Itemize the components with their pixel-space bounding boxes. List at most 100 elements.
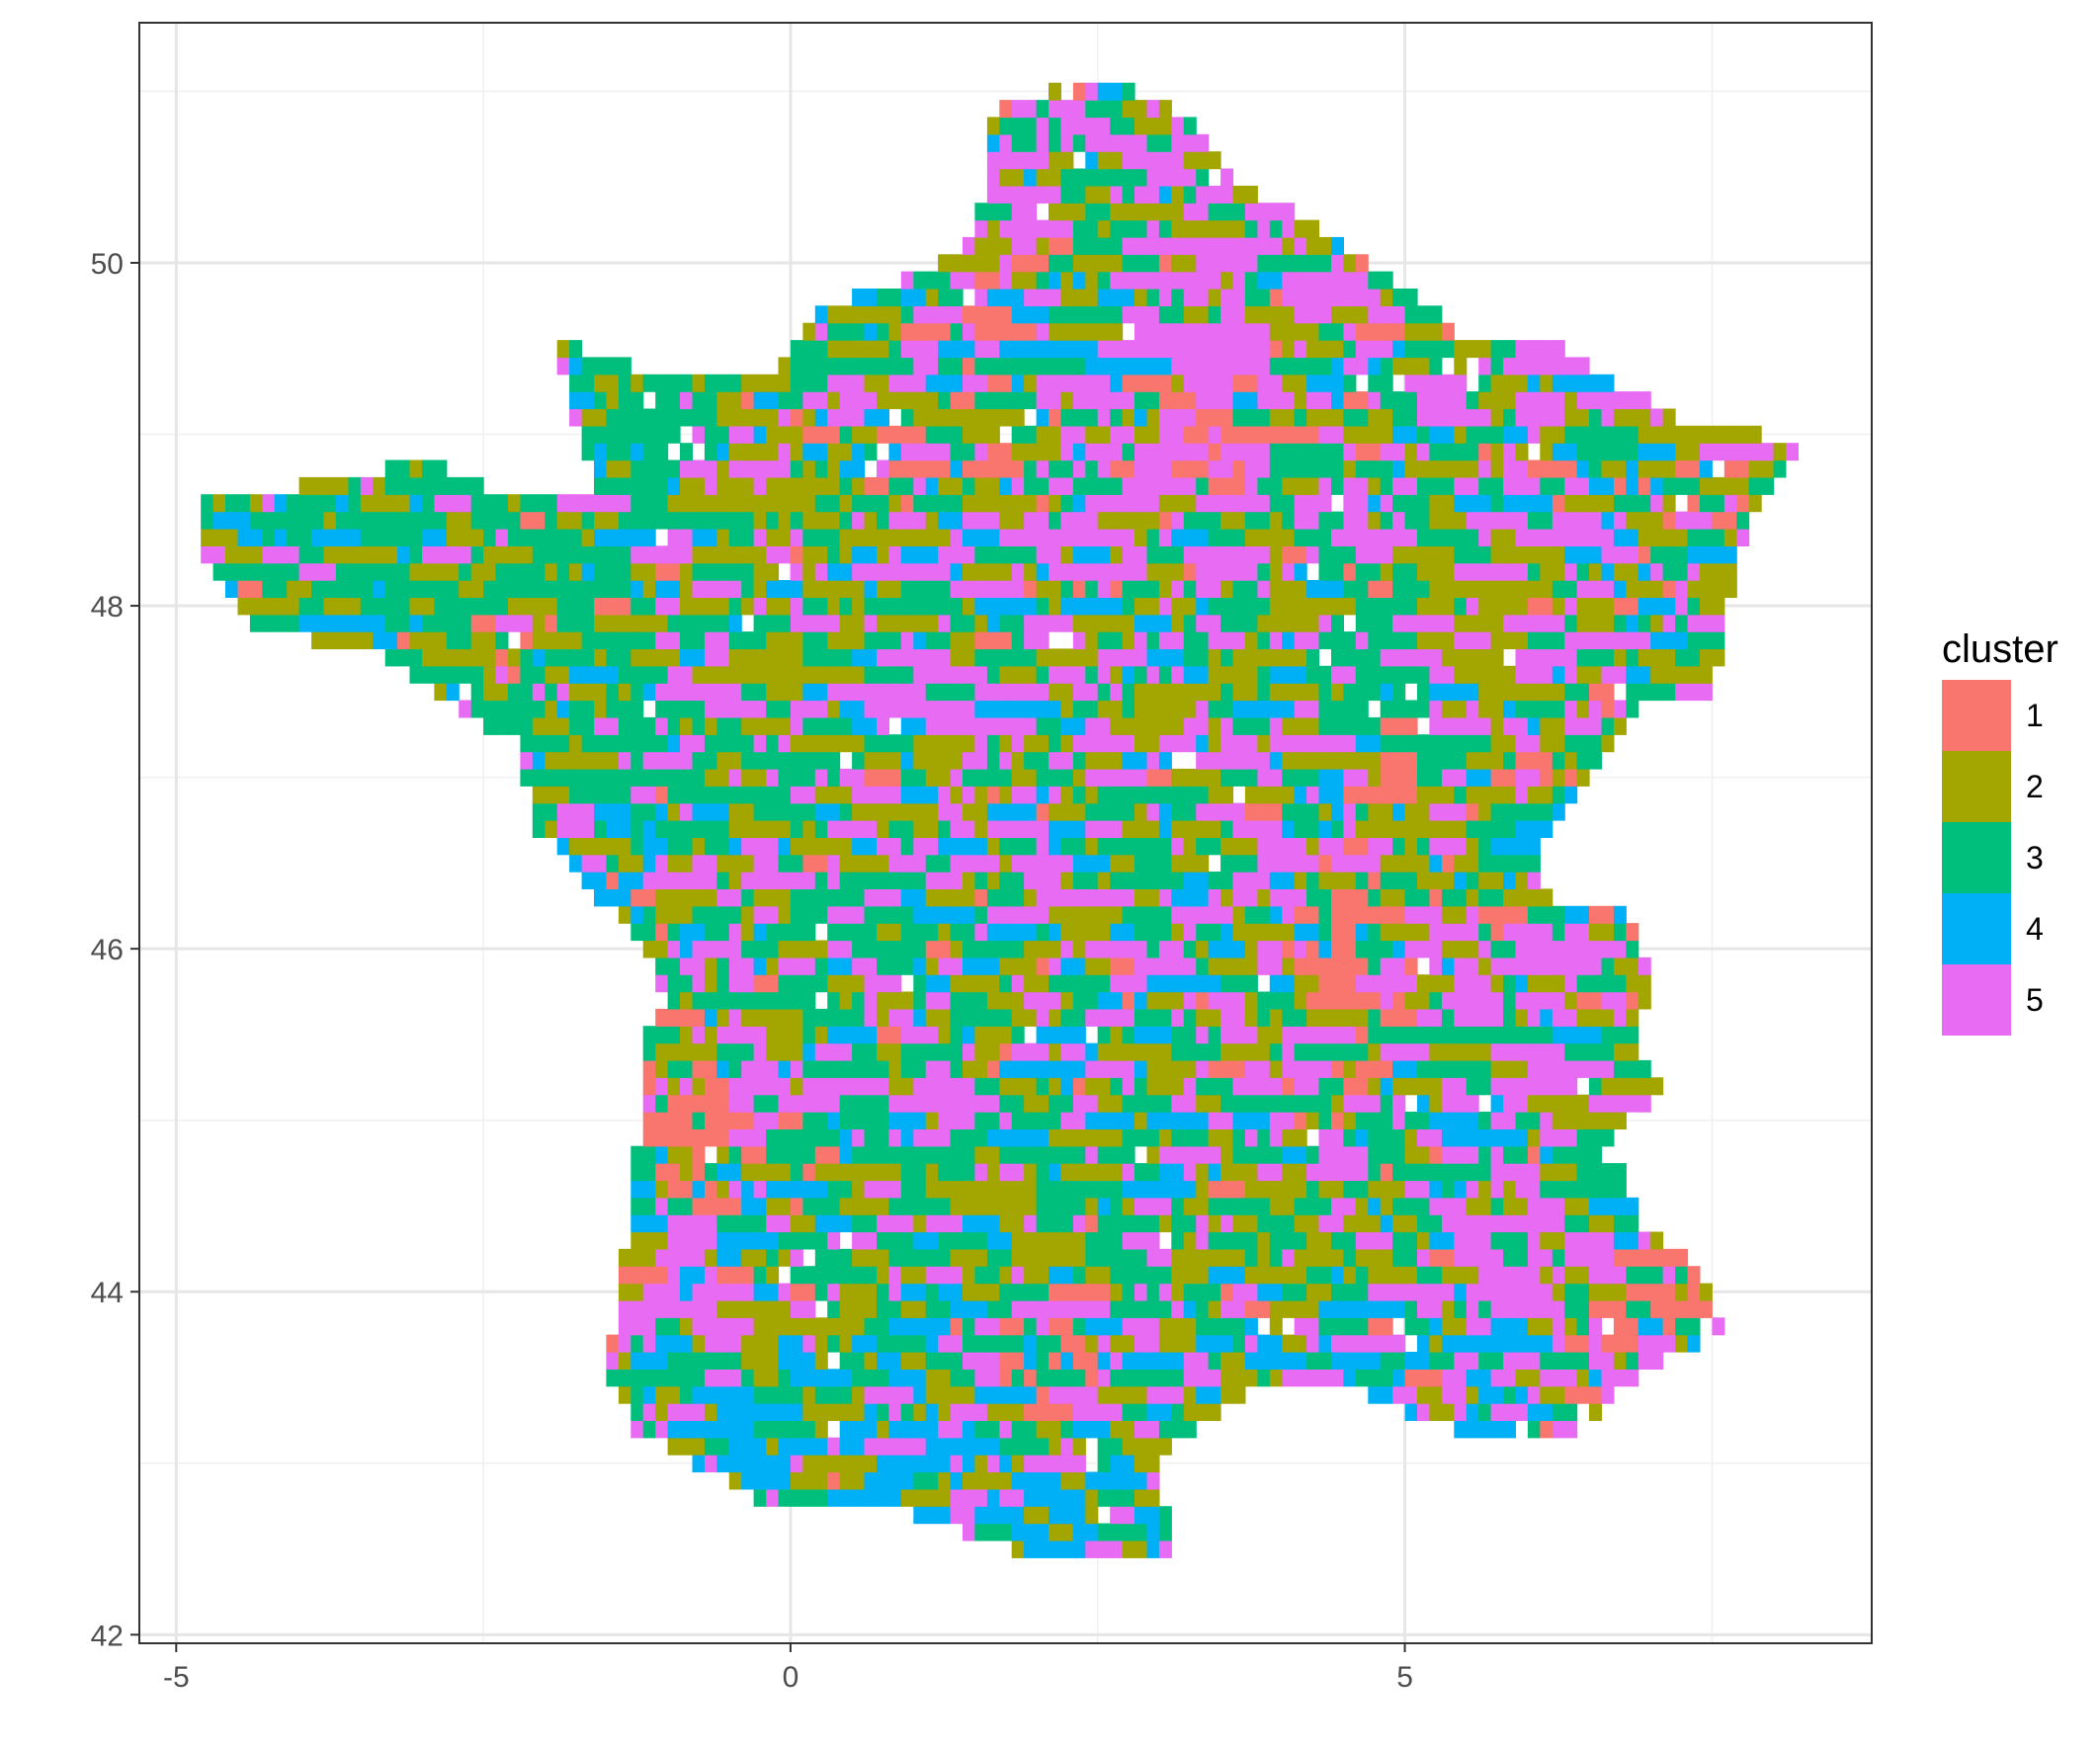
cluster-cell — [766, 1403, 780, 1421]
cluster-cell — [483, 597, 497, 616]
cluster-cell — [1085, 1077, 1099, 1096]
cluster-cell — [839, 700, 853, 718]
cluster-cell — [594, 631, 607, 650]
cluster-cell — [900, 1266, 914, 1285]
cluster-cell — [1134, 1420, 1147, 1439]
cluster-cell — [1060, 888, 1074, 907]
cluster-cell — [1122, 1163, 1135, 1182]
cluster-cell — [1060, 1352, 1074, 1370]
cluster-cell — [1122, 1334, 1135, 1353]
cluster-cell — [569, 854, 583, 873]
cluster-cell — [852, 1008, 866, 1027]
cluster-cell — [1417, 631, 1430, 650]
cluster-cell — [1355, 923, 1369, 942]
cluster-cell — [1355, 1094, 1369, 1113]
cluster-cell — [642, 905, 656, 924]
cluster-cell — [1392, 1214, 1406, 1233]
cluster-cell — [728, 888, 742, 907]
cluster-cell — [1638, 683, 1651, 702]
cluster-cell — [1282, 1026, 1296, 1044]
cluster-cell — [1306, 905, 1320, 924]
cluster-cell — [1196, 751, 1210, 770]
cluster-cell — [618, 786, 631, 804]
cluster-cell — [1269, 597, 1283, 616]
cluster-cell — [618, 545, 631, 564]
cluster-cell — [1552, 1385, 1565, 1404]
cluster-cell — [827, 1471, 841, 1490]
cluster-cell — [753, 597, 767, 616]
cluster-cell — [1576, 529, 1590, 546]
cluster-cell — [1355, 665, 1369, 684]
cluster-cell — [1503, 1112, 1516, 1129]
cluster-cell — [1060, 1420, 1074, 1439]
cluster-cell — [1478, 1163, 1492, 1182]
cluster-cell — [827, 562, 841, 581]
cluster-cell — [680, 768, 693, 787]
cluster-cell — [1060, 1283, 1074, 1301]
cluster-cell — [397, 648, 411, 667]
cluster-cell — [1527, 614, 1541, 632]
cluster-cell — [1392, 1197, 1406, 1215]
cluster-cell — [1036, 1385, 1050, 1404]
cluster-cell — [1171, 872, 1185, 889]
cluster-cell — [1011, 734, 1025, 753]
cluster-cell — [741, 1403, 755, 1421]
cluster-cell — [1589, 734, 1602, 753]
cluster-cell — [1072, 1145, 1086, 1164]
cluster-cell — [1244, 923, 1258, 942]
cluster-cell — [716, 511, 730, 530]
cluster-cell — [446, 562, 460, 581]
cluster-cell — [1318, 1042, 1332, 1061]
cluster-cell — [1478, 854, 1492, 873]
cluster-cell — [1134, 1026, 1147, 1044]
cluster-cell — [1122, 854, 1135, 873]
cluster-cell — [1503, 1197, 1516, 1215]
cluster-cell — [728, 1420, 742, 1439]
cluster-cell — [1196, 511, 1210, 530]
cluster-cell — [1097, 562, 1111, 581]
cluster-cell — [877, 648, 889, 667]
cluster-cell — [1331, 683, 1344, 702]
cluster-cell — [1024, 768, 1038, 787]
cluster-cell — [1613, 511, 1627, 530]
cluster-cell — [1466, 683, 1479, 702]
cluster-cell — [1220, 940, 1234, 958]
cluster-cell — [1220, 802, 1234, 821]
cluster-cell — [1134, 1197, 1147, 1215]
cluster-cell — [1417, 1334, 1430, 1353]
cluster-cell — [1368, 614, 1382, 632]
cluster-cell — [1527, 940, 1541, 958]
cluster-cell — [900, 700, 914, 718]
cluster-cell — [1049, 1437, 1061, 1456]
cluster-cell — [1232, 597, 1246, 616]
cluster-cell — [753, 923, 767, 942]
cluster-cell — [1257, 683, 1271, 702]
cluster-cell — [1011, 940, 1025, 958]
cluster-cell — [1196, 923, 1210, 942]
cluster-cell — [1454, 1145, 1468, 1164]
cluster-cell — [1380, 700, 1393, 718]
cluster-cell — [1011, 614, 1025, 632]
cluster-cell — [1527, 802, 1541, 821]
cluster-cell — [888, 1094, 902, 1113]
cluster-cell — [1331, 1094, 1344, 1113]
cluster-cell — [999, 751, 1013, 770]
cluster-cell — [827, 940, 841, 958]
cluster-cell — [1355, 820, 1369, 838]
cluster-cell — [1158, 1248, 1172, 1267]
cluster-cell — [1232, 854, 1246, 873]
cluster-cell — [888, 923, 902, 942]
cluster-cell — [778, 1352, 792, 1370]
cluster-cell — [692, 820, 706, 838]
cluster-cell — [1183, 511, 1197, 530]
cluster-cell — [667, 1248, 681, 1267]
cluster-cell — [1122, 511, 1135, 530]
cluster-cell — [1331, 631, 1344, 650]
cluster-cell — [680, 1197, 693, 1215]
cluster-cell — [778, 1145, 792, 1164]
cluster-cell — [1110, 974, 1124, 993]
cluster-cell — [655, 511, 669, 530]
cluster-cell — [938, 580, 952, 598]
cluster-cell — [1650, 597, 1664, 616]
cluster-cell — [1527, 1197, 1541, 1215]
